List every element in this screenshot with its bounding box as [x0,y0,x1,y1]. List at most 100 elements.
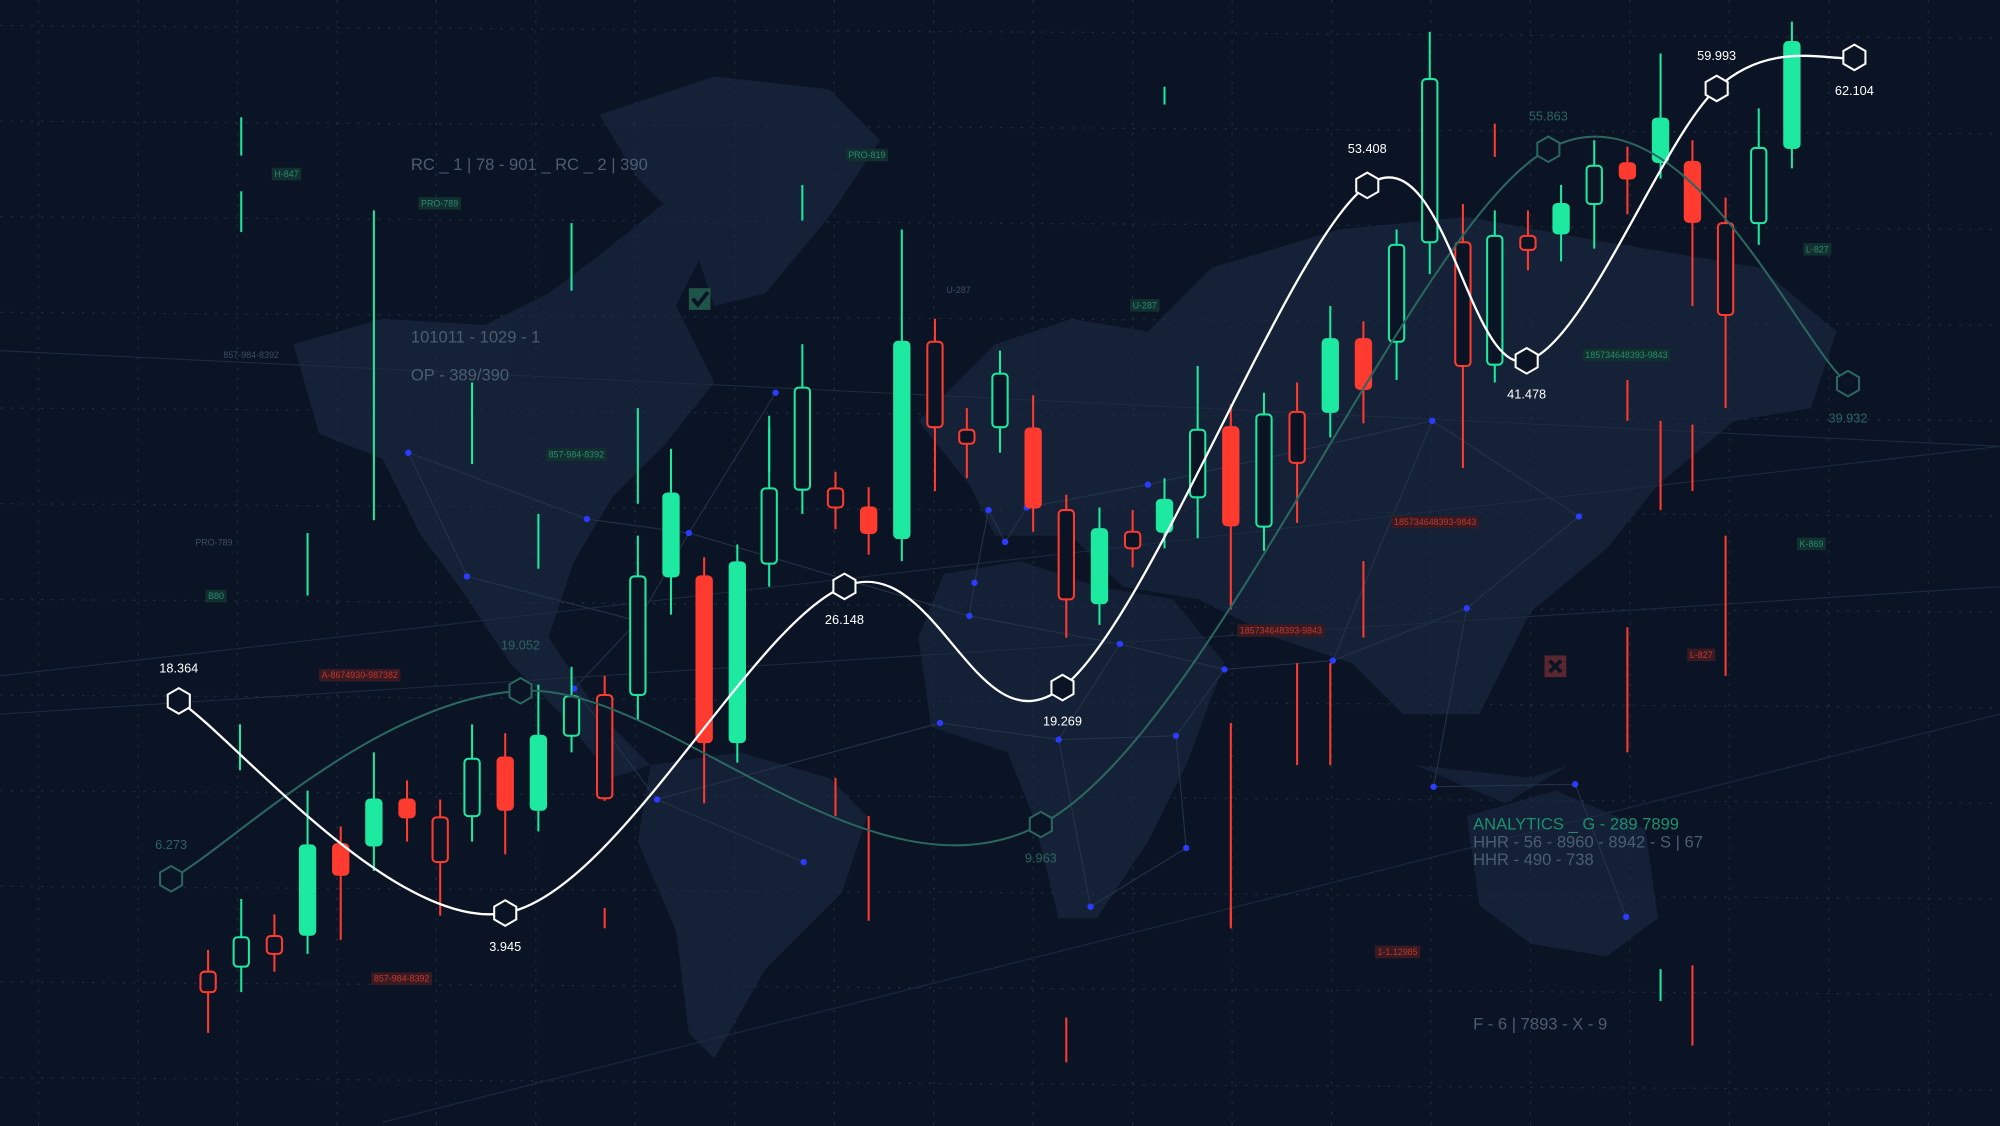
candle-body [596,693,614,800]
candle-body [1123,530,1142,550]
tag: K-869 [1800,539,1824,549]
candle-body [365,798,383,847]
tag: H-847 [274,169,298,179]
annotation: 101011 - 1029 - 1 [411,327,541,346]
point-marker [1536,135,1561,164]
value-label: 53.408 [1348,141,1387,156]
candle-body [1454,241,1472,368]
network-node [405,449,412,456]
network-node [966,612,973,620]
candle-body [1155,498,1174,533]
network-ray [0,445,2000,677]
candle-body [1321,338,1339,413]
candle-body [1750,146,1768,225]
candle-body [529,734,548,811]
candle-body [793,386,812,491]
tag-box [845,148,888,162]
network-link [656,799,804,863]
point-marker [832,572,857,601]
tag: 857-984-8392 [374,974,430,984]
candle-body [1255,413,1273,528]
tag: 185734648393-9843 [1394,517,1476,527]
candle-body [629,575,647,697]
tag-box [1130,299,1160,312]
candle-body [991,372,1009,429]
candle-body [562,695,581,737]
candle-body [958,428,976,445]
network-link [1175,669,1225,737]
network-node [1116,640,1124,648]
network-link [1332,607,1467,662]
tag: 857-984-8392 [223,350,279,360]
point-marker [1835,369,1861,398]
candle-body [859,506,878,535]
candle-body [1024,427,1042,509]
network-node [1182,844,1190,852]
value-label: 6.273 [155,837,187,852]
network-ray [0,586,2000,715]
lines: 6.273 19.052 9.963 55.863 39.932 18.364 3.945 2… [155,43,1874,954]
tag-box [1687,648,1716,662]
network-link [939,722,1059,741]
point-marker [493,899,518,927]
tag-box [205,589,227,603]
grid-line-h [0,216,2000,231]
network-node [1087,903,1094,910]
network-link [969,615,1120,645]
tag-box [546,448,607,461]
network-link [407,452,468,577]
point-marker [508,676,533,705]
network-link [1058,739,1092,907]
icons [688,288,1567,678]
network-node [583,515,591,523]
annotation: HHR - 490 - 738 [1473,850,1594,869]
annotation: HHR - 56 - 8960 - 8942 - S | 67 [1473,832,1703,851]
network-link [466,575,638,622]
network-link [408,452,588,520]
value-label: 3.945 [489,939,521,954]
network-link [973,509,990,583]
candle-body [199,970,217,994]
point-marker [166,686,191,715]
point-marker [1355,171,1380,200]
candle-body [1519,234,1537,251]
network-link [1004,507,1028,543]
grid-line-h [0,24,2000,39]
network-node [1329,657,1337,664]
network-link [968,582,976,616]
tag-box [1374,945,1421,959]
tag-box [1237,624,1325,637]
grid-line-h [0,885,2000,900]
network-node [1001,538,1009,546]
value-label: 19.269 [1043,713,1082,728]
network-node [1430,783,1437,790]
value-label: 39.932 [1829,411,1868,426]
network-link [1175,735,1187,849]
grid-line-h [0,981,2000,996]
tag: U-287 [1133,300,1157,310]
line-series [170,135,1849,880]
grid-line-h [0,311,2000,326]
network-node [936,719,944,727]
network-node [685,529,693,537]
network-link [1058,735,1176,741]
candle-body [760,487,778,565]
grid-line-h [0,694,2000,709]
network-node [985,506,992,514]
point-marker [1050,673,1075,702]
network-link [1432,420,1580,517]
network-link [1026,484,1149,509]
tag: 1-1.12985 [1377,947,1417,957]
tag-box [1803,243,1832,256]
candle-body [662,492,680,578]
tag: B80 [208,591,224,601]
network-node [971,579,978,586]
candlesticks [199,21,1801,1063]
candle-body [728,561,746,744]
candle-body [1288,410,1306,464]
candle-body [1090,528,1109,605]
candle-body [826,487,845,509]
point-marker [1514,346,1539,375]
network-node [463,573,471,580]
